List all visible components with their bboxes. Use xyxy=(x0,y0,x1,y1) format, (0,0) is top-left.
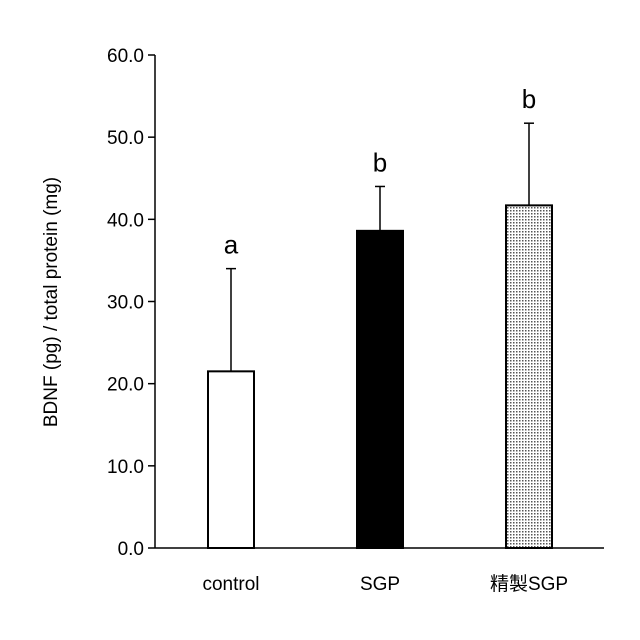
x-category-label: SGP xyxy=(360,574,400,595)
bar-3 xyxy=(506,205,552,548)
significance-label: b xyxy=(373,147,387,177)
y-tick-label: 40.0 xyxy=(107,210,144,231)
significance-label: a xyxy=(224,230,239,260)
y-tick-label: 20.0 xyxy=(107,375,144,396)
y-tick-label: 60.0 xyxy=(107,46,144,67)
plot-area: 0.0 10.0 20.0 30.0 40.0 50.0 60.0 a control b SGP b… xyxy=(107,46,604,595)
x-category-label: control xyxy=(202,574,259,595)
y-tick-label: 0.0 xyxy=(118,539,144,560)
y-tick-label: 50.0 xyxy=(107,128,144,149)
bar-1 xyxy=(208,371,254,548)
y-tick-label: 30.0 xyxy=(107,293,144,314)
bar-2 xyxy=(357,231,403,548)
y-tick-label: 10.0 xyxy=(107,457,144,478)
x-category-label: 精製SGP xyxy=(490,573,568,595)
y-axis-label: BDNF (pg) / total protein (mg) xyxy=(41,177,62,427)
significance-label: b xyxy=(522,84,536,114)
